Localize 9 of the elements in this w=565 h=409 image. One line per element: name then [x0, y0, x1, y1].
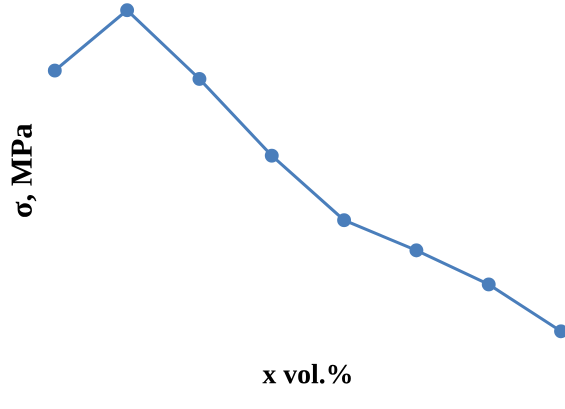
point [337, 213, 352, 228]
point [264, 148, 279, 163]
point [48, 64, 62, 78]
point [409, 243, 424, 258]
point [192, 72, 206, 86]
point [120, 3, 134, 18]
x-axis-title: x vol.% [262, 364, 351, 384]
y-axis-title: σ, MPa [12, 124, 36, 217]
point [482, 277, 496, 292]
